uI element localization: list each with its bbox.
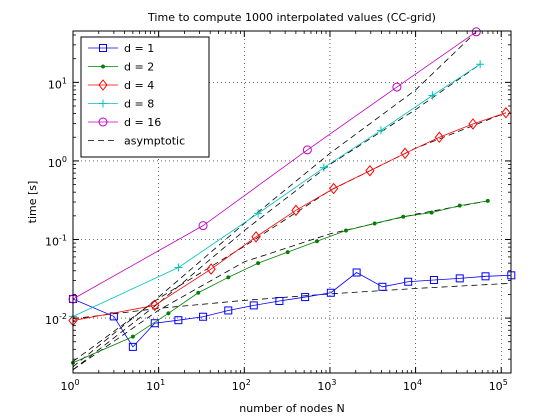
x-tick-label: 100 xyxy=(60,378,79,393)
data-point xyxy=(401,214,406,219)
legend-label: d = 2 xyxy=(124,61,154,74)
y-tick-label: 10-2 xyxy=(45,312,67,327)
asymptotic-curves xyxy=(72,31,512,371)
series-line xyxy=(72,112,507,321)
plot-frame xyxy=(72,30,512,374)
data-point xyxy=(471,27,481,37)
data-point xyxy=(206,263,216,275)
data-point xyxy=(476,60,485,69)
series-line xyxy=(72,31,477,300)
y-axis-label: time [s] xyxy=(26,181,39,224)
legend-box xyxy=(80,36,210,158)
data-point xyxy=(329,182,339,195)
data-point xyxy=(455,274,464,283)
data-point xyxy=(326,288,335,297)
y-tick-label: 100 xyxy=(48,155,67,170)
legend-label: d = 16 xyxy=(124,116,161,129)
y-tick-label: 101 xyxy=(48,76,67,91)
data-point xyxy=(130,334,135,339)
data-point xyxy=(365,164,375,177)
legend-entry: d = 1 xyxy=(88,42,154,55)
legend-entry: d = 2 xyxy=(88,61,154,74)
data-point xyxy=(166,311,171,316)
data-point xyxy=(150,319,159,328)
series xyxy=(68,27,516,365)
data-point xyxy=(434,131,444,144)
legend-entry: d = 8 xyxy=(88,98,154,111)
data-point xyxy=(352,268,361,277)
x-axis-label: number of nodes N xyxy=(239,402,344,415)
asymptotic-curve xyxy=(72,282,512,320)
data-point xyxy=(400,147,410,160)
data-point xyxy=(468,118,478,130)
data-point xyxy=(150,299,160,312)
x-tick-label: 101 xyxy=(146,378,165,393)
asymptotic-curve xyxy=(72,31,477,368)
series-2 xyxy=(70,198,490,365)
legend-label: d = 4 xyxy=(124,79,154,92)
data-point xyxy=(457,203,462,208)
data-point xyxy=(174,263,183,272)
data-point xyxy=(256,261,261,266)
data-point xyxy=(501,106,511,119)
data-point xyxy=(291,204,301,217)
data-point xyxy=(481,272,490,281)
data-point xyxy=(319,163,328,172)
data-point xyxy=(174,316,183,325)
data-point xyxy=(196,290,201,295)
x-tick-label: 104 xyxy=(403,378,422,393)
asymptotic-curve xyxy=(72,63,481,371)
series-line xyxy=(72,200,488,364)
data-point xyxy=(429,210,434,215)
chart-title: Time to compute 1000 interpolated values… xyxy=(147,11,436,24)
data-point xyxy=(251,231,261,243)
x-tick-label: 105 xyxy=(489,378,508,393)
x-tick-label: 103 xyxy=(317,378,336,393)
legend-entry: d = 16 xyxy=(88,116,161,129)
data-point xyxy=(226,275,231,280)
data-point xyxy=(392,82,402,92)
data-point xyxy=(128,342,137,351)
data-point xyxy=(314,239,319,244)
data-point xyxy=(198,221,208,231)
data-point xyxy=(254,209,263,218)
data-point xyxy=(378,282,387,291)
data-point xyxy=(343,228,348,233)
legend-marker xyxy=(99,44,107,52)
data-point xyxy=(376,126,385,135)
data-point xyxy=(404,277,413,286)
data-point xyxy=(275,296,284,305)
legend-label: d = 8 xyxy=(124,98,154,111)
y-tick-label: 10-1 xyxy=(45,233,67,248)
legend-marker xyxy=(98,79,108,91)
data-point xyxy=(485,198,490,203)
legend-label: d = 1 xyxy=(124,42,154,55)
y-tick-labels: 10-2 10-1 100 101 xyxy=(45,76,67,327)
legend: d = 1 d = 2 d = 4 d = 8 d = 16 asymptotic xyxy=(80,36,210,158)
legend-marker xyxy=(99,99,107,108)
data-point xyxy=(249,301,258,310)
asymptotic-curve xyxy=(72,112,507,362)
legend-marker xyxy=(98,117,108,127)
data-point xyxy=(302,145,312,155)
data-point xyxy=(285,250,290,255)
data-point xyxy=(428,91,437,100)
legend-entry: asymptotic xyxy=(88,135,185,148)
data-point xyxy=(199,312,208,321)
data-point xyxy=(224,306,233,315)
x-tick-label: 102 xyxy=(232,378,251,393)
legend-label: asymptotic xyxy=(124,135,185,148)
data-point xyxy=(372,221,377,226)
legend-entry: d = 4 xyxy=(88,79,154,92)
data-point xyxy=(429,276,438,285)
legend-marker xyxy=(100,64,106,69)
asymptotic-curve xyxy=(72,200,489,371)
data-point xyxy=(301,293,310,302)
x-tick-labels: 100 101 102 103 104 105 xyxy=(60,378,507,393)
